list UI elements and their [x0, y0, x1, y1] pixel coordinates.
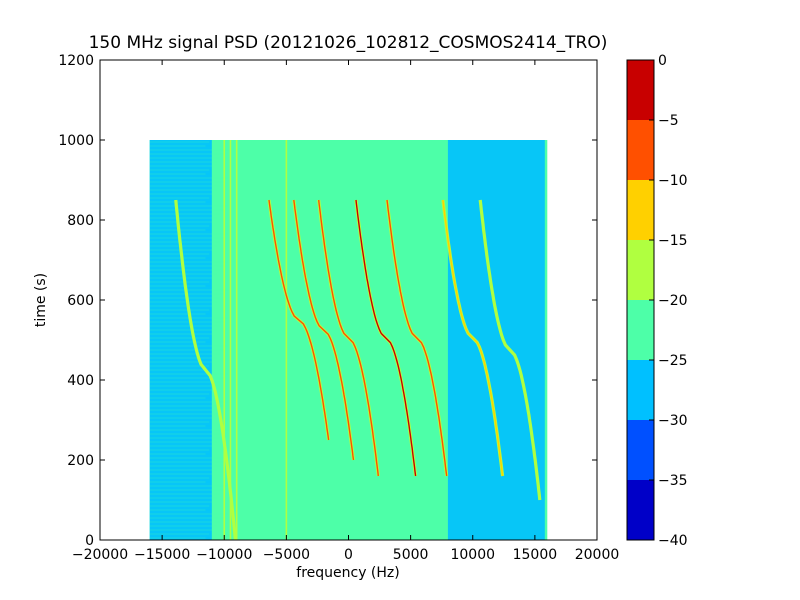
colorbar-tick-label: −25 — [658, 353, 688, 369]
x-axis-title: frequency (Hz) — [296, 565, 399, 581]
x-tick-label: 20000 — [575, 547, 620, 563]
y-tick-label: 1000 — [58, 133, 94, 149]
colorbar: 0 −5 −10 −15 −20 −25 −30 −35 −40 — [626, 53, 688, 549]
colorbar-tick-label: 0 — [658, 53, 667, 69]
doppler-track — [268, 199, 330, 441]
chart-title: 150 MHz signal PSD (20121026_102812_COSM… — [89, 33, 608, 53]
x-tick-label: 0 — [344, 547, 353, 563]
y-tick-label: 1200 — [58, 53, 94, 69]
x-tick-label: −15000 — [134, 547, 190, 563]
x-axis: −20000 −15000 −10000 −5000 0 5000 10000 15000 20… — [72, 60, 619, 563]
colorbar-segment — [627, 360, 654, 420]
colorbar-segment — [627, 180, 654, 240]
x-tick-label: 15000 — [513, 547, 558, 563]
low-noise-band — [149, 140, 212, 540]
colorbar-segment — [627, 420, 654, 480]
colorbar-segment — [627, 240, 654, 300]
colorbar-tick-label: −15 — [658, 233, 688, 249]
doppler-track — [479, 199, 541, 501]
low-noise-band — [447, 140, 545, 540]
x-tick-label: 10000 — [450, 547, 495, 563]
y-tick-label: 0 — [85, 533, 94, 549]
doppler-track — [175, 199, 237, 540]
y-tick-label: 200 — [67, 453, 94, 469]
heatmap-layer — [149, 140, 548, 540]
x-tick-label: −10000 — [196, 547, 252, 563]
doppler-track — [442, 199, 504, 477]
colorbar-tick-label: −40 — [658, 533, 688, 549]
y-tick-label: 600 — [67, 293, 94, 309]
doppler-track — [386, 199, 448, 477]
colorbar-tick-label: −20 — [658, 293, 688, 309]
colorbar-tick-label: −10 — [658, 173, 688, 189]
doppler-track — [318, 199, 379, 477]
x-tick-label: −5000 — [263, 547, 310, 563]
y-axis-title: time (s) — [33, 273, 49, 327]
colorbar-segment — [627, 300, 654, 360]
y-tick-label: 800 — [67, 213, 94, 229]
doppler-track — [355, 199, 417, 477]
x-tick-label: −20000 — [72, 547, 128, 563]
colorbar-segment — [627, 60, 654, 120]
colorbar-segment — [627, 480, 654, 540]
y-tick-label: 400 — [67, 373, 94, 389]
y-axis: 0 200 400 600 800 1000 1200 — [58, 53, 597, 549]
colorbar-tick-label: −30 — [658, 413, 688, 429]
colorbar-tick-label: −35 — [658, 473, 688, 489]
doppler-track — [293, 199, 355, 461]
colorbar-tick-label: −5 — [658, 113, 679, 129]
x-tick-label: 5000 — [393, 547, 429, 563]
colorbar-segment — [627, 120, 654, 180]
